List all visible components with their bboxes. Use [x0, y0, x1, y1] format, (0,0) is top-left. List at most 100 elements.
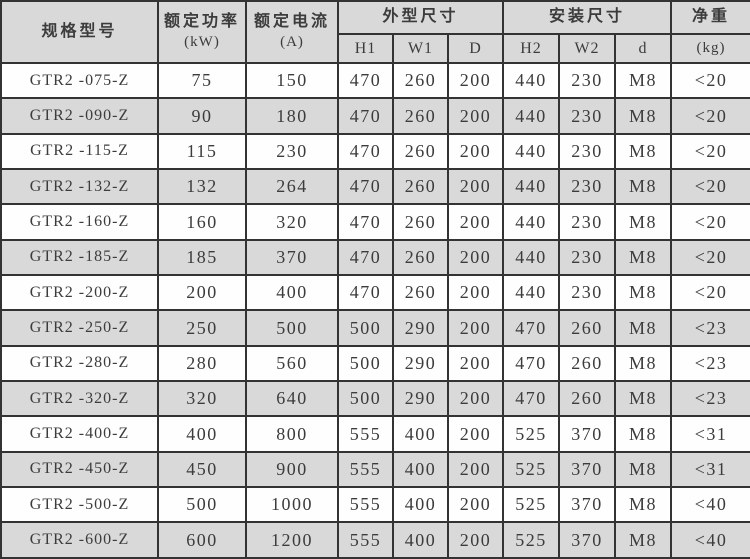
header-weight-unit: (kg): [670, 33, 750, 64]
cell-weight: <20: [670, 274, 750, 312]
cell-h1: 500: [337, 344, 394, 383]
cell-bolt: M8: [614, 380, 673, 418]
cell-w1: 260: [392, 274, 449, 312]
table-row: GTR2 -250-Z 250 500 500 290 200 470 260 M8 <23: [0, 309, 750, 347]
cell-weight: <20: [670, 238, 750, 277]
cell-w1: 290: [392, 344, 449, 383]
cell-current: 500: [245, 309, 339, 347]
table-row: GTR2 -320-Z 320 640 500 290 200 470 260 M8 <23: [0, 380, 750, 418]
cell-w2: 230: [558, 97, 617, 135]
cell-power: 600: [157, 521, 247, 559]
cell-depth: 200: [446, 238, 505, 277]
cell-depth: 200: [446, 97, 505, 135]
cell-current: 400: [245, 274, 339, 312]
cell-power: 132: [157, 168, 247, 206]
header-weight-label: 净重: [692, 8, 731, 26]
cell-w2: 230: [558, 203, 617, 241]
cell-power: 450: [157, 450, 247, 489]
cell-depth: 200: [446, 132, 505, 171]
cell-h1: 555: [337, 450, 394, 489]
cell-h1: 470: [337, 132, 394, 171]
cell-w2: 370: [558, 415, 617, 453]
header-w1: W1: [392, 33, 449, 64]
cell-bolt: M8: [614, 486, 673, 524]
header-d: D: [446, 33, 505, 64]
cell-h2: 525: [502, 521, 561, 559]
cell-h2: 470: [502, 344, 561, 383]
cell-power: 90: [157, 97, 247, 135]
cell-power: 185: [157, 238, 247, 277]
cell-w2: 230: [558, 168, 617, 206]
table-row: GTR2 -132-Z 132 264 470 260 200 440 230 M8 <20: [0, 168, 750, 206]
table-row: GTR2 -090-Z 90 180 470 260 200 440 230 M8 <20: [0, 97, 750, 135]
cell-current: 230: [245, 132, 339, 171]
cell-current: 320: [245, 203, 339, 241]
cell-depth: 200: [446, 521, 505, 559]
header-group-row: 规格型号 额定功率 (kW) 额定电流 (A) 外型尺寸 安装尺寸 净重: [0, 0, 750, 64]
header-rated-current-unit: (A): [280, 34, 304, 51]
cell-h2: 470: [502, 309, 561, 347]
cell-current: 180: [245, 97, 339, 135]
cell-h2: 440: [502, 274, 561, 312]
cell-w1: 260: [392, 97, 449, 135]
cell-h1: 470: [337, 168, 394, 206]
header-mount-group-label: 安装尺寸: [549, 8, 626, 26]
cell-current: 640: [245, 380, 339, 418]
cell-current: 1200: [245, 521, 339, 559]
cell-model: GTR2 -280-Z: [0, 344, 159, 383]
cell-w2: 370: [558, 486, 617, 524]
cell-h2: 440: [502, 61, 561, 100]
cell-w2: 230: [558, 274, 617, 312]
cell-weight: <31: [670, 450, 750, 489]
cell-bolt: M8: [614, 344, 673, 383]
cell-h1: 500: [337, 380, 394, 418]
cell-w2: 260: [558, 309, 617, 347]
cell-w2: 230: [558, 61, 617, 100]
table-header: 规格型号 额定功率 (kW) 额定电流 (A) 外型尺寸 安装尺寸 净重 H1 …: [0, 0, 750, 64]
cell-weight: <20: [670, 61, 750, 100]
cell-current: 150: [245, 61, 339, 100]
cell-h1: 500: [337, 309, 394, 347]
header-sub-row: H1 W1 D H2 W2 d (kg): [1, 33, 750, 64]
cell-depth: 200: [446, 344, 505, 383]
cell-weight: <40: [670, 521, 750, 559]
cell-depth: 200: [446, 450, 505, 489]
cell-h1: 470: [337, 203, 394, 241]
header-h1: H1: [337, 33, 394, 64]
cell-bolt: M8: [614, 309, 673, 347]
table-row: GTR2 -075-Z 75 150 470 260 200 440 230 M8 <20: [0, 61, 750, 100]
cell-weight: <20: [670, 168, 750, 206]
cell-w1: 400: [392, 486, 449, 524]
header-rated-current-label: 额定电流: [253, 13, 330, 31]
cell-model: GTR2 -185-Z: [0, 238, 159, 277]
cell-bolt: M8: [614, 132, 673, 171]
header-model: 规格型号: [0, 0, 159, 64]
cell-w1: 260: [392, 168, 449, 206]
cell-current: 264: [245, 168, 339, 206]
cell-w1: 260: [392, 203, 449, 241]
cell-h1: 470: [337, 97, 394, 135]
cell-w2: 260: [558, 344, 617, 383]
table-row: GTR2 -200-Z 200 400 470 260 200 440 230 M8 <20: [0, 274, 750, 312]
header-outline-group-label: 外型尺寸: [382, 8, 459, 26]
header-rated-power-label: 额定功率: [163, 13, 240, 31]
cell-h2: 440: [502, 203, 561, 241]
header-rated-power-unit: (kW): [184, 34, 220, 51]
cell-power: 280: [157, 344, 247, 383]
cell-depth: 200: [446, 61, 505, 100]
cell-w2: 370: [558, 521, 617, 559]
cell-depth: 200: [446, 168, 505, 206]
cell-power: 160: [157, 203, 247, 241]
cell-bolt: M8: [614, 97, 673, 135]
cell-w1: 400: [392, 415, 449, 453]
cell-w1: 400: [392, 450, 449, 489]
cell-model: GTR2 -075-Z: [0, 61, 159, 100]
cell-weight: <23: [670, 344, 750, 383]
cell-bolt: M8: [614, 450, 673, 489]
header-outline-group: 外型尺寸: [336, 0, 505, 35]
cell-h1: 555: [337, 521, 394, 559]
cell-power: 320: [157, 380, 247, 418]
cell-h2: 440: [502, 168, 561, 206]
table-row: GTR2 -500-Z 500 1000 555 400 200 525 370 M8 <40: [0, 486, 750, 524]
